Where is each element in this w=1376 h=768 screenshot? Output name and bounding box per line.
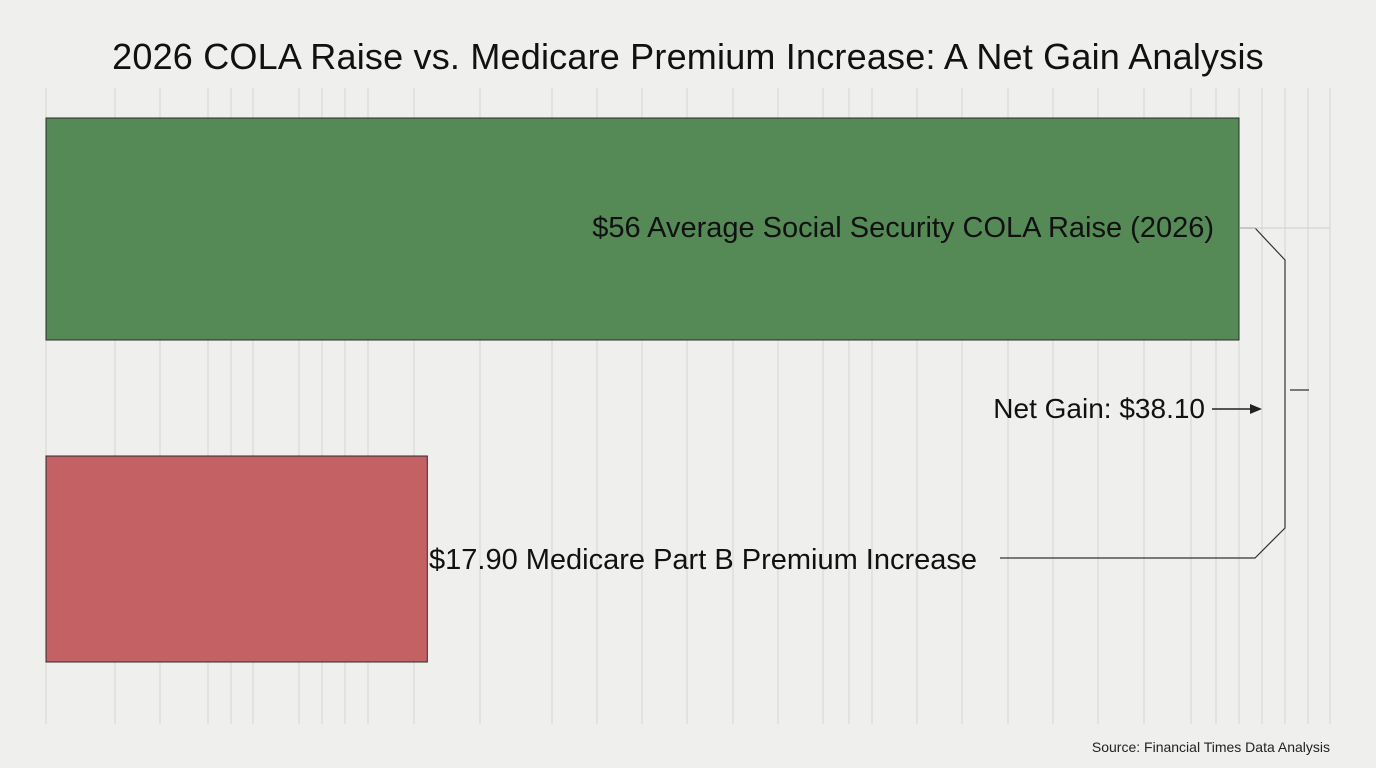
annotation-arrow-head (1250, 404, 1262, 414)
net-gain-bracket: Net Gain: $38.10 (993, 227, 1330, 559)
bar-medicare-increase (45, 455, 428, 663)
source-note: Source: Financial Times Data Analysis (1091, 739, 1330, 755)
data-labels: $56 Average Social Security COLA Raise (… (429, 212, 1214, 576)
bar-cola-raise (45, 117, 1240, 341)
chart-title: 2026 COLA Raise vs. Medicare Premium Inc… (112, 36, 1264, 77)
bars (45, 117, 1240, 663)
data-label-medicare-increase: $17.90 Medicare Part B Premium Increase (429, 544, 977, 576)
annotation-net-gain: Net Gain: $38.10 (993, 393, 1205, 424)
data-label-cola-raise: $56 Average Social Security COLA Raise (… (592, 212, 1214, 244)
